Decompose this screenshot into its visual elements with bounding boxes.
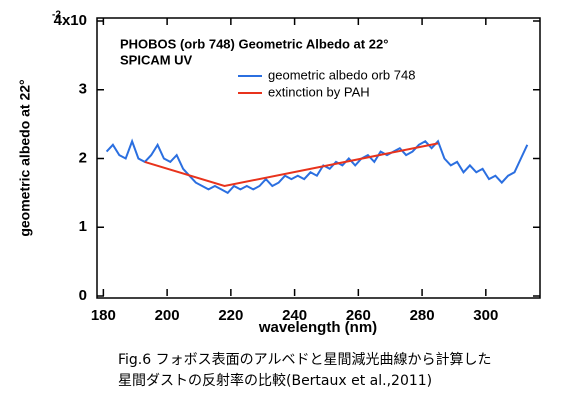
data-line (105, 138, 529, 195)
chart-title: PHOBOS (orb 748) Geometric Albedo at 22° (120, 36, 388, 51)
y-tick-label: 4x10 (54, 12, 87, 29)
legend-label: geometric albedo orb 748 (268, 67, 415, 82)
y-axis-label: geometric albedo at 22° (17, 79, 33, 236)
x-tick-label: 260 (346, 307, 371, 324)
x-tick-label: 280 (410, 307, 435, 324)
y-exponent: -2 (52, 10, 61, 21)
y-tick-label: 0 (79, 287, 87, 304)
x-tick-label: 220 (218, 307, 243, 324)
x-tick-label: 180 (91, 307, 116, 324)
y-tick-label: 3 (79, 81, 87, 98)
legend-label: extinction by PAH (268, 84, 370, 99)
x-tick-label: 300 (473, 307, 498, 324)
x-tick-label: 240 (282, 307, 307, 324)
y-tick-label: 1 (79, 218, 87, 235)
x-axis-label: wavelength (nm) (258, 319, 377, 336)
chart-subtitle: SPICAM UV (120, 52, 193, 67)
x-tick-label: 200 (155, 307, 180, 324)
y-tick-label: 2 (79, 149, 87, 166)
caption-line: 星間ダストの反射率の比較(Bertaux et al.,2011) (118, 372, 432, 389)
data-line (144, 142, 439, 188)
caption-line: Fig.6 フォボス表面のアルベドと星間減光曲線から計算した (118, 351, 491, 368)
